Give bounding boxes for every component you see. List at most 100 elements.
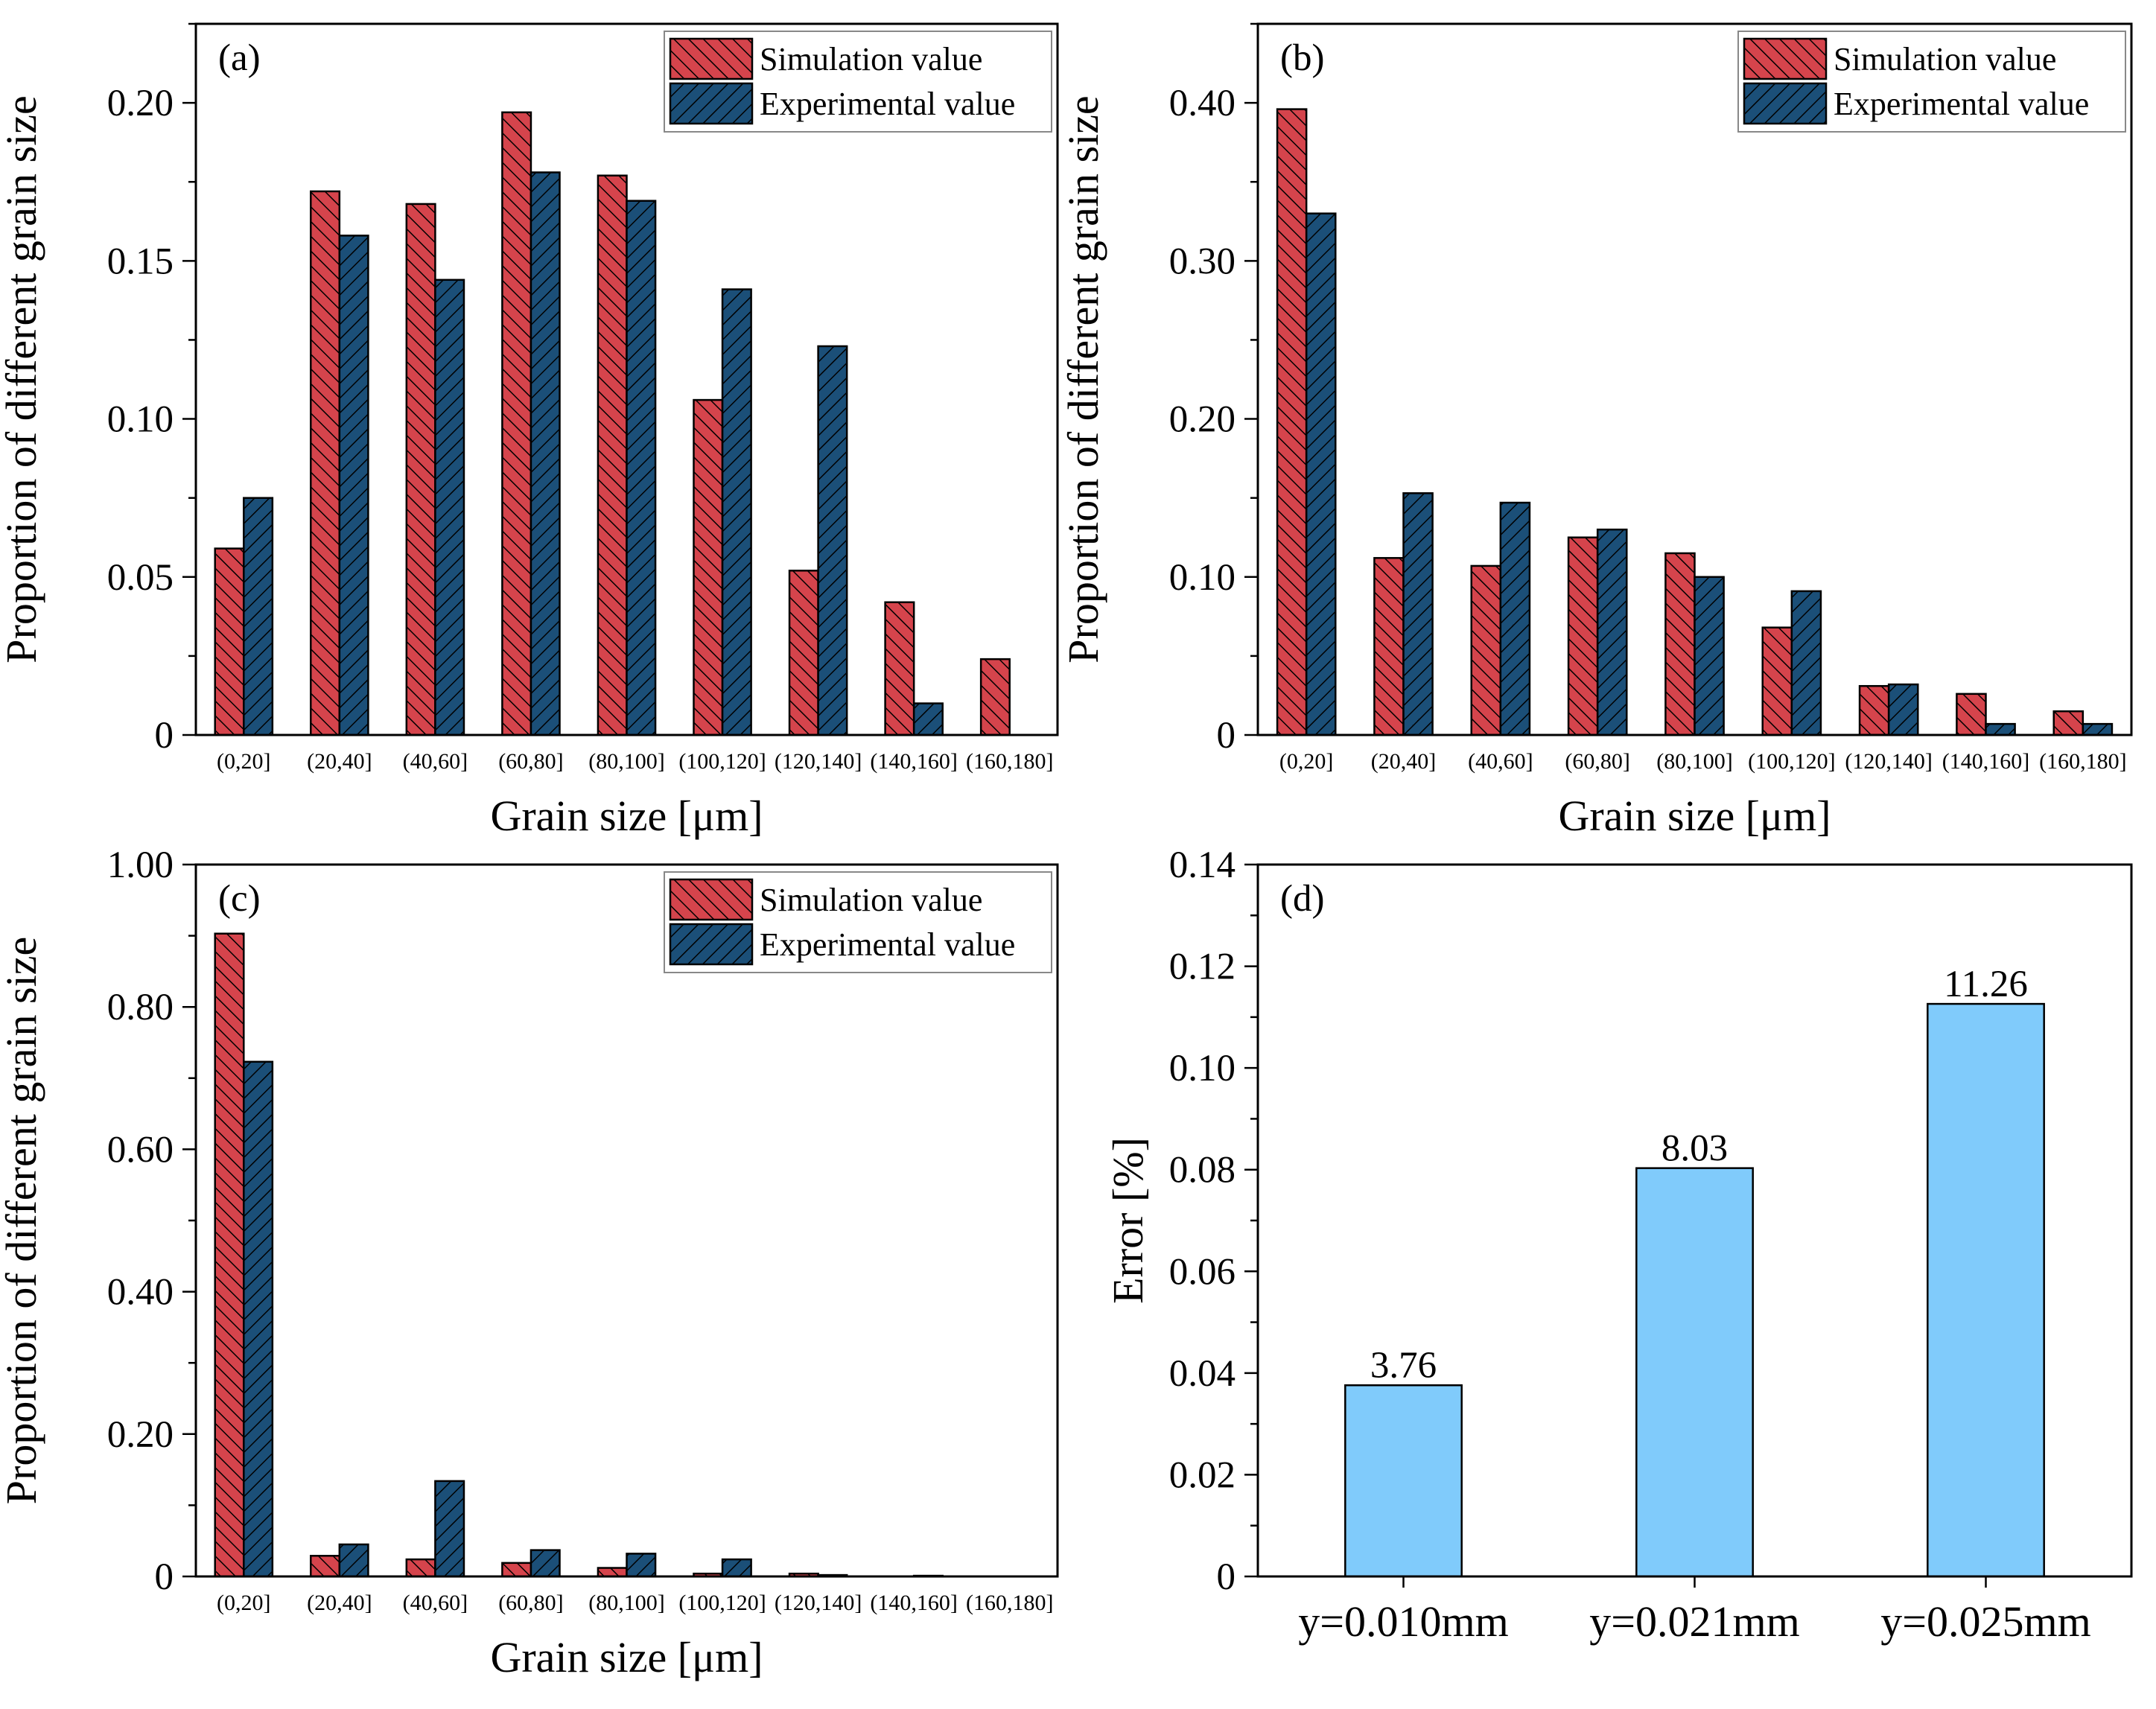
simulation-bar bbox=[214, 547, 245, 736]
simulation-bar bbox=[597, 174, 628, 736]
x-tick-label: (100,120] bbox=[1748, 749, 1835, 774]
simulation-bar bbox=[405, 1558, 436, 1578]
x-tick-label: (40,60] bbox=[403, 1591, 468, 1615]
legend: Simulation value Experimental value bbox=[664, 871, 1052, 973]
error-bar bbox=[1344, 1384, 1463, 1578]
x-axis-title: Grain size [μm] bbox=[1558, 792, 1831, 840]
x-tick-label: (140,160] bbox=[1942, 749, 2029, 774]
simulation-bar bbox=[693, 398, 724, 736]
experimental-bar bbox=[1402, 492, 1434, 736]
legend-swatch bbox=[669, 878, 754, 921]
simulation-bar bbox=[1567, 536, 1599, 736]
x-tick-label: y=0.021mm bbox=[1589, 1597, 1799, 1646]
y-tick-label: 0.10 bbox=[107, 399, 174, 441]
experimental-bar bbox=[626, 1553, 657, 1578]
chart-panel-4: 3.76 8.03 11.26 0 0.02 0.04 0.06 0.08 0.10 0.12 0.… bbox=[1104, 844, 2133, 1646]
y-tick-label: 0.15 bbox=[107, 241, 174, 282]
chart-panel-1: 0 0.05 0.10 0.15 0.20 (0,20] (20,40] (40,60] (60… bbox=[0, 22, 1059, 840]
experimental-bar bbox=[721, 1558, 752, 1578]
simulation-bar bbox=[597, 1567, 628, 1578]
y-tick-label: 0.02 bbox=[1169, 1454, 1236, 1496]
experimental-bar bbox=[243, 497, 274, 736]
legend-swatch bbox=[1743, 37, 1828, 80]
legend-swatch bbox=[669, 923, 754, 966]
y-tick-label: 0.80 bbox=[107, 987, 174, 1028]
legend-label: Simulation value bbox=[1834, 41, 2056, 77]
legend-swatch bbox=[669, 82, 754, 125]
data-label: 3.76 bbox=[1370, 1345, 1437, 1387]
x-tick-label: (60,80] bbox=[498, 749, 563, 774]
y-tick-label: 0.20 bbox=[107, 83, 174, 124]
y-tick-label: 0 bbox=[1217, 715, 1236, 757]
chart-panel-2: 0 0.10 0.20 0.30 0.40 (0,20] (20,40] (40,60] (60… bbox=[1059, 22, 2133, 840]
y-tick-label: 0.08 bbox=[1169, 1150, 1236, 1191]
y-tick-label: 0.10 bbox=[1169, 557, 1236, 599]
experimental-bar bbox=[626, 200, 657, 736]
error-bar bbox=[1635, 1167, 1754, 1578]
x-tick-label: (80,100] bbox=[1656, 749, 1732, 774]
x-tick-label: (40,60] bbox=[1468, 749, 1533, 774]
panel-label: (d) bbox=[1280, 878, 1324, 920]
data-label: 8.03 bbox=[1661, 1128, 1728, 1170]
y-tick-label: 0.40 bbox=[1169, 83, 1236, 124]
experimental-bar bbox=[530, 171, 561, 736]
experimental-bar bbox=[1305, 212, 1337, 736]
simulation-bar bbox=[310, 190, 341, 736]
experimental-bar bbox=[912, 702, 944, 736]
x-tick-label: (20,40] bbox=[1371, 749, 1436, 774]
legend-label: Experimental value bbox=[760, 86, 1015, 122]
y-tick-label: 0.20 bbox=[1169, 399, 1236, 441]
x-tick-label: y=0.010mm bbox=[1298, 1597, 1508, 1646]
simulation-bar bbox=[1664, 552, 1696, 736]
experimental-bar bbox=[434, 279, 465, 736]
y-tick-label: 0.20 bbox=[107, 1414, 174, 1456]
y-axis-title: Proportion of different grain size bbox=[0, 937, 45, 1504]
experimental-bar bbox=[1694, 576, 1725, 736]
experimental-bar bbox=[721, 288, 752, 736]
panel-label: (c) bbox=[218, 878, 261, 920]
experimental-bar bbox=[817, 345, 848, 736]
y-tick-label: 0 bbox=[1217, 1556, 1236, 1598]
experimental-bar bbox=[1596, 528, 1628, 736]
y-tick-label: 0 bbox=[155, 715, 174, 757]
y-tick-label: 0.05 bbox=[107, 557, 174, 599]
y-axis-title: Proportion of different grain size bbox=[1059, 95, 1107, 663]
simulation-bar bbox=[979, 658, 1011, 736]
y-tick-label: 0.12 bbox=[1169, 946, 1236, 988]
y-tick-label: 0.60 bbox=[107, 1129, 174, 1171]
experimental-bar bbox=[1887, 683, 1919, 736]
simulation-bar bbox=[1470, 564, 1502, 736]
experimental-bar bbox=[2082, 722, 2114, 736]
panel-label: (a) bbox=[218, 37, 261, 79]
y-axis-title: Error [%] bbox=[1104, 1137, 1152, 1304]
experimental-bar bbox=[1790, 590, 1822, 736]
y-tick-label: 0.10 bbox=[1169, 1048, 1236, 1089]
x-tick-label: (0,20] bbox=[217, 1591, 270, 1615]
y-axis-title: Proportion of different grain size bbox=[0, 95, 45, 663]
legend-label: Experimental value bbox=[1834, 86, 2089, 122]
x-tick-label: (80,100] bbox=[588, 749, 664, 774]
experimental-bar bbox=[1985, 722, 2016, 736]
x-tick-label: (20,40] bbox=[307, 1591, 372, 1615]
simulation-bar bbox=[501, 1562, 532, 1578]
experimental-bar bbox=[434, 1480, 465, 1578]
x-tick-label: (120,140] bbox=[1845, 749, 1932, 774]
simulation-bar bbox=[1956, 693, 1987, 736]
y-tick-label: 1.00 bbox=[107, 844, 174, 886]
y-tick-label: 0.40 bbox=[107, 1272, 174, 1314]
x-tick-label: (100,120] bbox=[678, 749, 766, 774]
x-tick-label: (40,60] bbox=[403, 749, 468, 774]
y-tick-label: 0.04 bbox=[1169, 1353, 1236, 1395]
plot-frame bbox=[194, 22, 1059, 736]
x-tick-label: y=0.025mm bbox=[1880, 1597, 2090, 1646]
experimental-bar bbox=[243, 1060, 274, 1578]
simulation-bar bbox=[2052, 710, 2085, 736]
simulation-bar bbox=[1761, 626, 1793, 736]
legend-swatch bbox=[1743, 82, 1828, 125]
legend: Simulation value Experimental value bbox=[1737, 31, 2126, 133]
y-tick-label: 0 bbox=[155, 1556, 174, 1598]
x-tick-label: (60,80] bbox=[1565, 749, 1629, 774]
x-tick-label: (0,20] bbox=[217, 749, 270, 774]
x-tick-label: (0,20] bbox=[1279, 749, 1333, 774]
